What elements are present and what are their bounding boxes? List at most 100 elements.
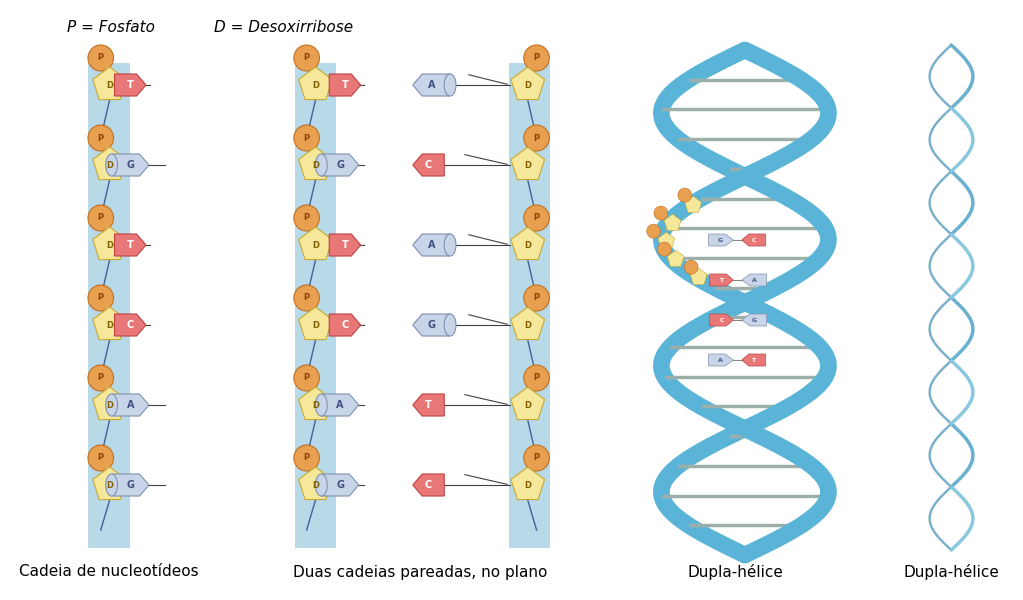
Circle shape [88,285,114,311]
Text: D: D [106,401,114,409]
Circle shape [88,365,114,391]
Text: P: P [534,293,540,302]
Text: P: P [98,53,104,62]
Polygon shape [329,314,361,336]
Text: P: P [98,134,104,143]
Circle shape [294,45,319,71]
Text: P: P [304,214,310,223]
Ellipse shape [444,74,456,96]
Text: C: C [342,320,349,330]
Ellipse shape [105,474,118,496]
Ellipse shape [315,394,327,416]
Ellipse shape [315,474,327,496]
Text: T: T [342,80,349,90]
Polygon shape [93,227,127,260]
Text: C: C [719,317,723,323]
Polygon shape [691,268,707,284]
Circle shape [88,445,114,471]
Text: T: T [719,277,723,283]
Text: C: C [425,480,432,490]
Text: G: G [336,480,344,490]
Text: D: D [106,320,114,329]
Text: T: T [127,80,134,90]
Text: P: P [98,373,104,383]
Polygon shape [412,234,450,256]
Polygon shape [299,467,332,500]
Text: G: G [126,480,134,490]
Polygon shape [329,234,361,256]
Text: P = Fosfato: P = Fosfato [66,20,154,35]
Circle shape [658,242,671,256]
Text: A: A [428,80,435,90]
Text: G: G [126,160,134,170]
Polygon shape [115,74,146,96]
Polygon shape [709,234,733,246]
Ellipse shape [444,314,456,336]
Circle shape [294,125,319,151]
Polygon shape [115,234,146,256]
Text: P: P [304,454,310,463]
Polygon shape [710,274,733,286]
Text: P: P [534,454,540,463]
Circle shape [684,260,698,274]
Text: T: T [752,358,756,362]
Polygon shape [510,67,544,100]
Polygon shape [93,467,127,500]
Polygon shape [93,67,127,100]
Circle shape [294,445,319,471]
Polygon shape [93,387,127,419]
Polygon shape [299,307,332,340]
Polygon shape [510,307,544,340]
Text: D: D [312,161,319,170]
Text: A: A [337,400,344,410]
Text: P: P [534,214,540,223]
Text: D: D [524,161,531,170]
Circle shape [524,125,549,151]
Text: G: G [428,320,436,330]
Circle shape [294,365,319,391]
Polygon shape [658,232,675,248]
Polygon shape [93,307,127,340]
Text: D: D [524,401,531,409]
Ellipse shape [105,394,118,416]
Text: Duas cadeias pareadas, no plano: Duas cadeias pareadas, no plano [294,565,547,580]
Polygon shape [321,394,359,416]
Circle shape [88,125,114,151]
Text: D: D [312,401,319,409]
Circle shape [524,205,549,231]
Text: P: P [534,373,540,383]
Polygon shape [709,354,733,366]
Polygon shape [299,147,332,179]
Text: D: D [312,320,319,329]
FancyBboxPatch shape [509,63,550,548]
Polygon shape [299,67,332,100]
Text: Cadeia de nucleotídeos: Cadeia de nucleotídeos [19,565,198,580]
Text: P: P [534,134,540,143]
Text: P: P [304,293,310,302]
Polygon shape [742,234,765,246]
Polygon shape [510,387,544,419]
Ellipse shape [105,154,118,176]
Polygon shape [664,214,681,230]
Polygon shape [412,154,444,176]
Text: P: P [98,454,104,463]
Text: A: A [718,358,723,362]
Polygon shape [299,227,332,260]
Polygon shape [742,274,766,286]
Text: T: T [342,240,349,250]
Text: A: A [428,240,435,250]
Text: C: C [751,238,756,242]
Text: D: D [524,80,531,89]
Text: D: D [524,320,531,329]
Circle shape [524,285,549,311]
Polygon shape [112,474,149,496]
Polygon shape [329,74,361,96]
Text: P: P [304,373,310,383]
Text: P: P [304,134,310,143]
Text: G: G [718,238,723,242]
Text: Dupla-hélice: Dupla-hélice [687,564,783,580]
Text: A: A [752,277,757,283]
Text: P: P [534,53,540,62]
Polygon shape [93,147,127,179]
Text: D: D [106,241,114,250]
